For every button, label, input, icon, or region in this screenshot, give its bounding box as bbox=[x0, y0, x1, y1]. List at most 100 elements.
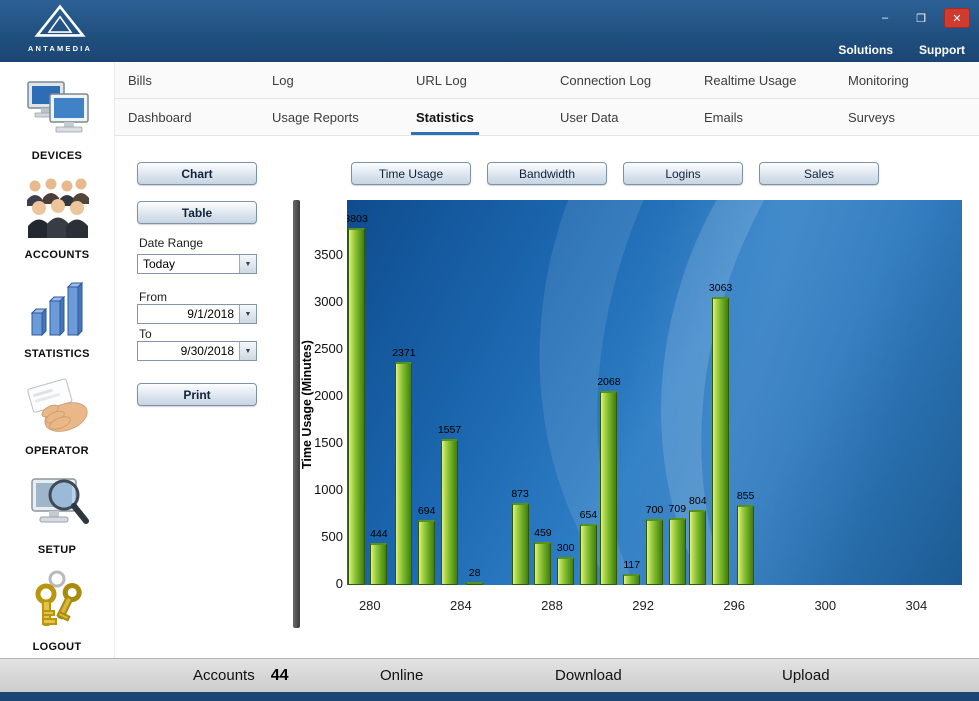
chevron-down-icon[interactable]: ▼ bbox=[239, 255, 256, 273]
accounts-label: Accounts bbox=[193, 667, 255, 684]
tab-url-log[interactable]: URL Log bbox=[416, 72, 467, 88]
titlebar-links: Solutions Support bbox=[838, 43, 965, 57]
chart-bar bbox=[534, 541, 552, 585]
chart-bar bbox=[466, 582, 484, 585]
upload-label: Upload bbox=[782, 667, 830, 684]
sidebar-label-devices: DEVICES bbox=[31, 150, 83, 162]
to-date-field[interactable]: 9/30/2018 ▼ bbox=[137, 341, 257, 361]
minimize-button[interactable]: – bbox=[881, 12, 889, 24]
window-controls: – ❐ ✕ bbox=[873, 9, 969, 27]
sidebar-item-statistics[interactable]: STATISTICS bbox=[0, 270, 114, 360]
tab-bills[interactable]: Bills bbox=[128, 72, 152, 88]
to-date-value: 9/30/2018 bbox=[180, 344, 234, 358]
status-accounts: Accounts 44 bbox=[193, 659, 289, 692]
accounts-count: 44 bbox=[270, 666, 289, 684]
bandwidth-button[interactable]: Bandwidth bbox=[487, 162, 607, 185]
tab-emails[interactable]: Emails bbox=[704, 109, 744, 125]
chart-bar bbox=[737, 504, 755, 585]
tab-usage-reports[interactable]: Usage Reports bbox=[272, 109, 359, 125]
plot-area: 3803 444 2371 694 1557 28 873 459 300 654 2068 117 7… bbox=[347, 200, 962, 585]
sidebar-item-accounts[interactable]: ACCOUNTS bbox=[0, 171, 114, 261]
y-tick-label: 500 bbox=[321, 529, 343, 544]
y-tick-label: 2500 bbox=[314, 341, 343, 357]
chart-bar-value: 3063 bbox=[708, 282, 733, 295]
sidebar-item-logout[interactable]: LOGOUT bbox=[0, 565, 114, 653]
chart-bar-value: 654 bbox=[579, 508, 598, 521]
tab-surveys[interactable]: Surveys bbox=[848, 109, 895, 125]
chart-bar bbox=[712, 297, 730, 585]
operator-icon bbox=[27, 378, 88, 432]
sidebar-item-operator[interactable]: OPERATOR bbox=[0, 369, 114, 457]
logins-button[interactable]: Logins bbox=[623, 162, 743, 185]
tab-realtime-usage[interactable]: Realtime Usage bbox=[704, 72, 797, 88]
x-tick-label: 300 bbox=[814, 598, 837, 613]
x-tick-label: 288 bbox=[541, 598, 563, 613]
chart-bar-value: 804 bbox=[689, 494, 707, 507]
solutions-link[interactable]: Solutions bbox=[838, 43, 893, 57]
sidebar-item-setup[interactable]: SETUP bbox=[0, 466, 114, 556]
chart-bar bbox=[646, 519, 663, 585]
from-date-field[interactable]: 9/1/2018 ▼ bbox=[137, 304, 257, 324]
x-tick-label: 296 bbox=[723, 598, 746, 613]
brand-name: ANTAMEDIA bbox=[27, 44, 93, 53]
chevron-down-icon[interactable]: ▼ bbox=[239, 342, 256, 360]
chart-bar bbox=[557, 556, 575, 585]
tab-log[interactable]: Log bbox=[272, 72, 294, 88]
close-button[interactable]: ✕ bbox=[945, 9, 969, 27]
from-date-value: 9/1/2018 bbox=[187, 307, 234, 321]
x-tick-label: 304 bbox=[905, 598, 928, 613]
chart-bar-value: 444 bbox=[370, 528, 388, 541]
date-range-select[interactable]: Today ▼ bbox=[137, 254, 257, 274]
sidebar-label-statistics: STATISTICS bbox=[24, 348, 90, 360]
chart-view-button[interactable]: Chart bbox=[137, 162, 257, 185]
y-tick-label: 1000 bbox=[314, 482, 343, 498]
titlebar: ANTAMEDIA – ❐ ✕ Solutions Support bbox=[0, 0, 979, 62]
print-button[interactable]: Print bbox=[137, 383, 257, 406]
table-view-button[interactable]: Table bbox=[137, 201, 257, 224]
chart-bar-value: 300 bbox=[556, 541, 575, 554]
chart-bar-value: 1557 bbox=[437, 423, 462, 436]
chart-bar bbox=[600, 390, 618, 585]
time-usage-button[interactable]: Time Usage bbox=[351, 162, 471, 185]
chart-bar-value: 694 bbox=[417, 504, 436, 517]
chart-bar bbox=[347, 227, 365, 585]
usage-chart: Time Usage (Minutes) 0 500 1000 1500 2000 250… bbox=[293, 200, 965, 628]
window-bottom-edge bbox=[0, 692, 979, 701]
antamedia-logo: ANTAMEDIA bbox=[24, 4, 96, 53]
tab-dashboard[interactable]: Dashboard bbox=[128, 109, 192, 125]
statusbar: Accounts 44 Online Download Upload bbox=[0, 658, 979, 692]
chart-bar-value: 117 bbox=[623, 559, 641, 571]
sales-button[interactable]: Sales bbox=[759, 162, 879, 185]
devices-icon bbox=[27, 81, 89, 133]
date-range-value: Today bbox=[143, 257, 176, 271]
chevron-down-icon[interactable]: ▼ bbox=[239, 305, 256, 323]
tab-row-primary: Dashboard Usage Reports Statistics User … bbox=[115, 99, 979, 136]
chart-bar-value: 2371 bbox=[392, 347, 416, 360]
tab-connection-log[interactable]: Connection Log bbox=[560, 72, 652, 88]
logo-triangle-icon bbox=[34, 4, 86, 37]
chart-bar bbox=[418, 519, 436, 585]
status-upload: Upload bbox=[782, 659, 830, 692]
chart-bar bbox=[441, 438, 458, 585]
chart-bar-value: 873 bbox=[511, 488, 529, 500]
chart-bar bbox=[623, 574, 641, 585]
chart-bar bbox=[579, 523, 597, 585]
from-label: From bbox=[139, 290, 167, 304]
chart-bar-value: 855 bbox=[736, 489, 755, 502]
x-tick-label: 280 bbox=[358, 598, 381, 613]
tab-statistics[interactable]: Statistics bbox=[403, 99, 547, 135]
chart-bar-value: 459 bbox=[534, 526, 552, 539]
chart-bar-value: 28 bbox=[468, 567, 481, 580]
sidebar-item-devices[interactable]: DEVICES bbox=[0, 70, 114, 162]
chart-scrollbar[interactable] bbox=[293, 200, 300, 628]
support-link[interactable]: Support bbox=[919, 43, 965, 57]
maximize-button[interactable]: ❐ bbox=[916, 12, 926, 25]
sidebar-label-operator: OPERATOR bbox=[25, 445, 89, 457]
tab-monitoring[interactable]: Monitoring bbox=[848, 72, 909, 88]
tab-user-data[interactable]: User Data bbox=[560, 109, 619, 125]
y-tick-label: 3500 bbox=[314, 247, 343, 263]
chart-bar-value: 709 bbox=[668, 503, 687, 516]
tab-row-secondary: Bills Log URL Log Connection Log Realtim… bbox=[115, 62, 979, 99]
x-tick-label: 284 bbox=[450, 598, 472, 613]
